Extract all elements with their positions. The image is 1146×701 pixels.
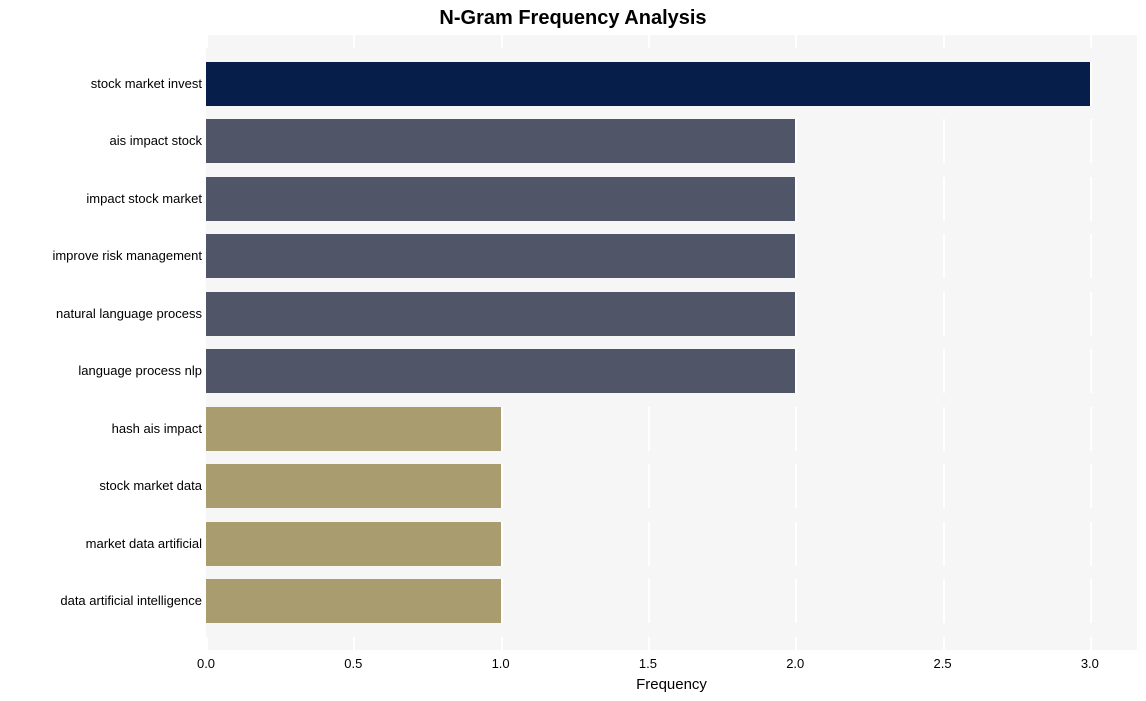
- row-gap: [206, 106, 1137, 120]
- row-gap: [206, 623, 1137, 637]
- y-tick-label: market data artificial: [86, 536, 202, 551]
- bar: [206, 62, 1090, 106]
- y-tick-label: stock market invest: [91, 76, 202, 91]
- x-tick-label: 3.0: [1081, 656, 1099, 671]
- x-tick-label: 2.5: [934, 656, 952, 671]
- chart-title: N-Gram Frequency Analysis: [0, 7, 1146, 30]
- x-tick-label: 1.5: [639, 656, 657, 671]
- bar: [206, 407, 501, 451]
- y-tick-label: hash ais impact: [112, 421, 202, 436]
- bar: [206, 579, 501, 623]
- row-gap: [206, 221, 1137, 235]
- y-tick-label: natural language process: [56, 306, 202, 321]
- row-gap: [206, 451, 1137, 465]
- bar: [206, 292, 795, 336]
- bar: [206, 234, 795, 278]
- x-axis-label: Frequency: [206, 676, 1137, 693]
- bar: [206, 177, 795, 221]
- bar: [206, 119, 795, 163]
- x-tick-label: 2.0: [786, 656, 804, 671]
- y-tick-label: data artificial intelligence: [60, 593, 202, 608]
- y-tick-label: ais impact stock: [110, 133, 202, 148]
- row-gap: [206, 336, 1137, 350]
- bar: [206, 349, 795, 393]
- ngram-frequency-chart: N-Gram Frequency Analysis stock market i…: [0, 0, 1146, 701]
- row-gap: [206, 48, 1137, 62]
- bar: [206, 464, 501, 508]
- row-gap: [206, 163, 1137, 177]
- y-tick-label: improve risk management: [52, 248, 202, 263]
- x-tick-label: 0.5: [344, 656, 362, 671]
- row-gap: [206, 508, 1137, 522]
- y-tick-label: stock market data: [99, 478, 202, 493]
- x-tick-label: 0.0: [197, 656, 215, 671]
- row-gap: [206, 566, 1137, 580]
- row-gap: [206, 393, 1137, 407]
- plot-area: [206, 35, 1137, 650]
- x-tick-label: 1.0: [492, 656, 510, 671]
- row-gap: [206, 278, 1137, 292]
- y-tick-label: impact stock market: [86, 191, 202, 206]
- bar: [206, 522, 501, 566]
- y-tick-label: language process nlp: [78, 363, 202, 378]
